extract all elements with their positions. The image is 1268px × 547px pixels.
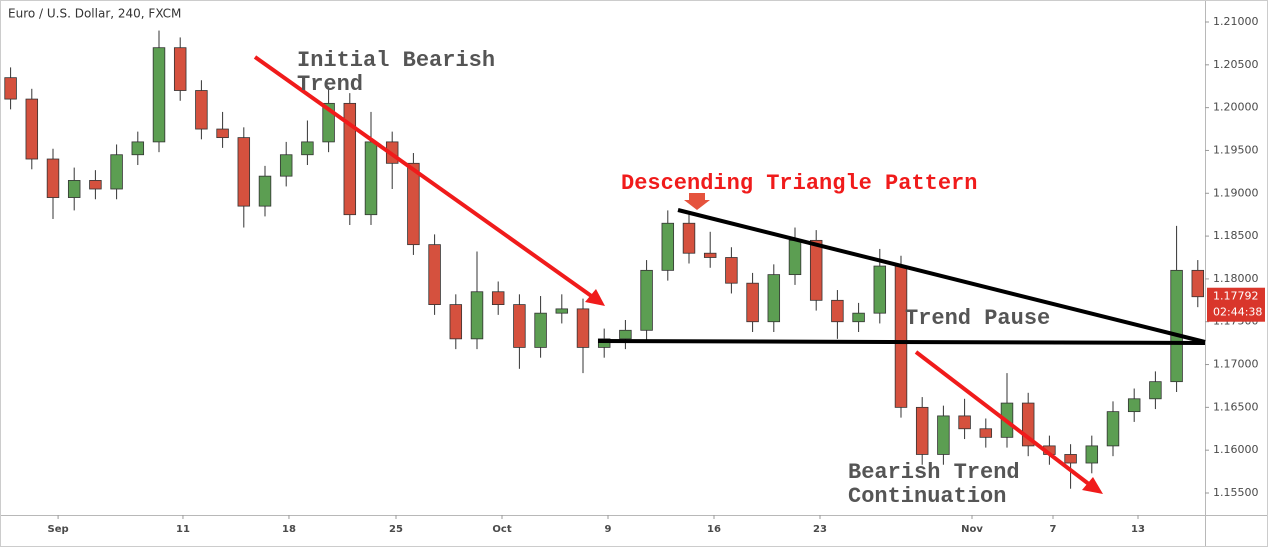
triangle-upper-line (677, 208, 1206, 344)
y-tick-label: 1.16500 (1213, 400, 1259, 413)
y-tick-label: 1.17000 (1213, 358, 1259, 371)
y-tick-label: 1.19500 (1213, 143, 1259, 156)
candle-body (725, 257, 738, 284)
annotation: Trend (297, 72, 363, 97)
candle-body (1064, 454, 1077, 464)
annotation: Trend Pause (905, 306, 1050, 331)
candle-body (1149, 381, 1162, 400)
candle-body (746, 282, 759, 323)
countdown: 02:44:38 (1213, 306, 1262, 319)
candle-body (809, 239, 823, 301)
trend-arrow (253, 55, 599, 302)
candle-body (1106, 411, 1120, 447)
candle-body (46, 158, 60, 198)
x-tick-label: Sep (48, 524, 69, 535)
candle-body (937, 415, 950, 455)
candle-body (852, 312, 865, 323)
candle-body (152, 47, 166, 143)
candle-body (258, 175, 272, 207)
price-tag-label: 1.17792 (1213, 290, 1259, 303)
y-tick-label: 1.18500 (1213, 229, 1259, 242)
candle-body (640, 269, 653, 331)
price-tag-bg (1207, 287, 1265, 322)
candle-body (470, 291, 484, 340)
candle-body (1170, 269, 1183, 383)
candle-body (1127, 398, 1141, 413)
annotation: Initial Bearish (297, 48, 495, 73)
y-tick-label: 1.19000 (1213, 186, 1259, 199)
candle-body (661, 222, 675, 271)
candle-body (195, 90, 208, 130)
candle-body (343, 102, 357, 216)
candle-body (831, 299, 844, 323)
candle-body (979, 428, 993, 438)
candle-body (322, 102, 335, 143)
annotation: Continuation (848, 484, 1006, 509)
candle-body (110, 154, 123, 190)
x-tick-label: 13 (1131, 524, 1145, 535)
candle-body (25, 98, 39, 160)
candle-body (67, 180, 81, 198)
candle-body (894, 265, 908, 408)
candle-body (364, 141, 378, 216)
y-tick-label: 1.20500 (1213, 58, 1259, 71)
y-tick-label: 1.18000 (1213, 272, 1259, 285)
candle-body (576, 308, 590, 348)
x-tick-label: 7 (1050, 524, 1057, 535)
candle-body (534, 312, 547, 348)
candle-body (915, 406, 929, 455)
drawings (253, 55, 1206, 494)
arrow-head (1082, 477, 1103, 494)
marker-arrow (684, 193, 710, 210)
candle-body (767, 274, 781, 323)
candle-body (216, 128, 229, 139)
candle-body (4, 77, 17, 100)
candle-body (958, 415, 971, 430)
candle-body (555, 308, 569, 314)
x-tick-label: 25 (389, 524, 403, 535)
candle-body (89, 180, 102, 190)
candle-body (428, 244, 441, 305)
candle-body (301, 141, 314, 156)
annotation: Bearish Trend (848, 460, 1020, 485)
plot-area (4, 30, 1205, 489)
candle-body (131, 141, 145, 156)
x-tick-label: 11 (176, 524, 190, 535)
x-tick-label: 18 (282, 524, 296, 535)
candle-body (703, 252, 717, 258)
trend-arrow (914, 350, 1096, 490)
candle-body (619, 329, 632, 340)
x-tick-label: Nov (961, 524, 983, 535)
candle-body (1021, 402, 1035, 447)
x-tick-label: 16 (707, 524, 721, 535)
candle-body (407, 162, 420, 246)
candle-body (173, 47, 187, 91)
candle-body (1191, 269, 1205, 298)
candle-body (449, 304, 463, 340)
candle-body (237, 137, 251, 207)
candle-body (788, 239, 802, 276)
y-tick-label: 1.16000 (1213, 443, 1259, 456)
candle-body (873, 265, 887, 314)
candle-body (682, 222, 696, 254)
chart-title: Euro / U.S. Dollar, 240, FXCM (8, 7, 181, 21)
triangle-lower-line (597, 339, 1206, 345)
y-tick-label: 1.21000 (1213, 15, 1259, 28)
y-tick-label: 1.20000 (1213, 101, 1259, 114)
x-tick-label: 23 (813, 524, 827, 535)
annotation: Descending Triangle Pattern (621, 171, 977, 196)
x-tick-label: 9 (605, 524, 612, 535)
candle-body (279, 154, 293, 177)
x-tick-label: Oct (492, 524, 511, 535)
y-tick-label: 1.15500 (1213, 486, 1259, 499)
candle-body (1085, 445, 1099, 464)
candle-body (491, 291, 505, 305)
arrow-head (585, 289, 605, 306)
candle-body (513, 304, 526, 348)
candle-body (597, 338, 611, 348)
